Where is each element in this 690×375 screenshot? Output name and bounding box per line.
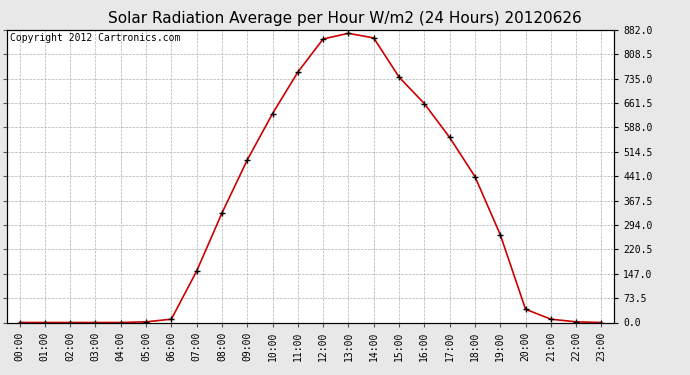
Text: Copyright 2012 Cartronics.com: Copyright 2012 Cartronics.com: [10, 33, 180, 43]
Text: Solar Radiation Average per Hour W/m2 (24 Hours) 20120626: Solar Radiation Average per Hour W/m2 (2…: [108, 11, 582, 26]
